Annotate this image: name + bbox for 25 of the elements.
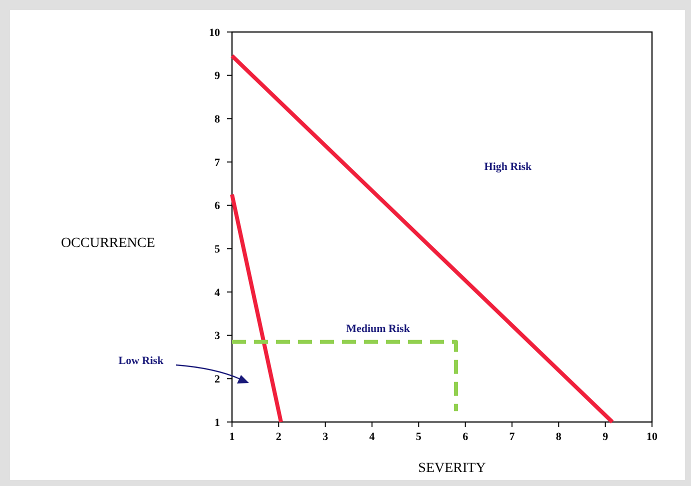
y-tick-label: 5: [214, 244, 220, 256]
x-axis-title: SEVERITY: [418, 461, 486, 476]
y-tick-label: 2: [214, 374, 220, 386]
x-tick-label: 1: [229, 431, 235, 443]
x-tick-label: 10: [646, 431, 658, 443]
y-tick-label: 4: [214, 286, 220, 299]
y-tick-label: 8: [214, 114, 220, 126]
x-tick-label: 2: [276, 431, 282, 443]
y-tick-label: 9: [214, 70, 220, 82]
x-tick-label: 6: [462, 431, 469, 443]
y-tick-label: 7: [214, 156, 220, 169]
y-tick-label: 10: [209, 26, 220, 39]
x-tick-label: 4: [369, 431, 376, 443]
y-tick-label: 6: [214, 200, 220, 212]
x-tick-label: 3: [322, 431, 329, 443]
y-tick-label: 1: [214, 416, 220, 429]
annotation: Medium Risk: [346, 322, 411, 335]
x-tick-label: 7: [509, 431, 516, 443]
y-tick-label: 3: [214, 330, 220, 342]
x-tick-label: 5: [416, 431, 422, 443]
text: Low Risk: [118, 354, 164, 367]
y-axis-title: OCCURRENCE: [60, 236, 156, 251]
x-tick-label: 8: [556, 431, 562, 443]
annotation: High Risk: [484, 160, 533, 173]
x-tick-label: 9: [602, 431, 609, 443]
